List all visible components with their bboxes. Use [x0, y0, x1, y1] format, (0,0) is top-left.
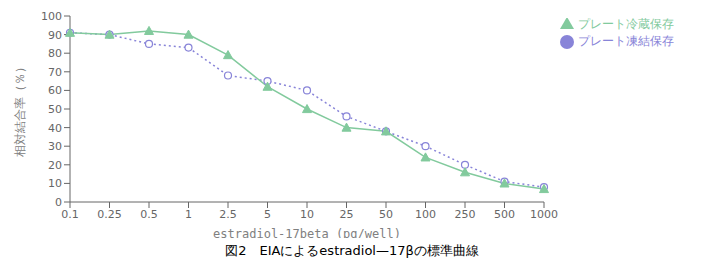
svg-text:1: 1 — [185, 208, 192, 221]
svg-text:10: 10 — [300, 208, 314, 221]
svg-text:10: 10 — [48, 177, 62, 190]
svg-text:80: 80 — [48, 47, 62, 60]
svg-text:5: 5 — [264, 208, 271, 221]
html-text:図2 EIAによるestradiol—17βの標準曲線: 図2 EIAによるestradiol—17βの標準曲線 — [225, 243, 479, 258]
svg-text:0.25: 0.25 — [97, 208, 122, 221]
svg-text:0.5: 0.5 — [140, 208, 158, 221]
html-text:プレート凍結保存: プレート凍結保存 — [578, 34, 674, 48]
svg-text:250: 250 — [455, 208, 476, 221]
html-text:プレート冷蔵保存: プレート冷蔵保存 — [578, 17, 674, 31]
svg-text:30: 30 — [48, 140, 62, 153]
svg-text:1000: 1000 — [530, 208, 558, 221]
svg-text:100: 100 — [41, 10, 62, 23]
svg-text:60: 60 — [48, 84, 62, 97]
svg-text:100: 100 — [415, 208, 436, 221]
svg-text:0: 0 — [55, 196, 62, 209]
svg-text:20: 20 — [48, 159, 62, 172]
svg-text:estradiol-17beta (pg/well): estradiol-17beta (pg/well) — [213, 227, 401, 238]
svg-text:50: 50 — [379, 208, 393, 221]
svg-text:2.5: 2.5 — [219, 208, 237, 221]
svg-text:50: 50 — [48, 103, 62, 116]
svg-text:70: 70 — [48, 66, 62, 79]
svg-text:90: 90 — [48, 29, 62, 42]
svg-text:40: 40 — [48, 122, 62, 135]
svg-text:500: 500 — [494, 208, 515, 221]
svg-text:0.1: 0.1 — [61, 208, 79, 221]
svg-text:25: 25 — [340, 208, 354, 221]
svg-text:相対結合率（％）: 相対結合率（％） — [13, 61, 27, 157]
